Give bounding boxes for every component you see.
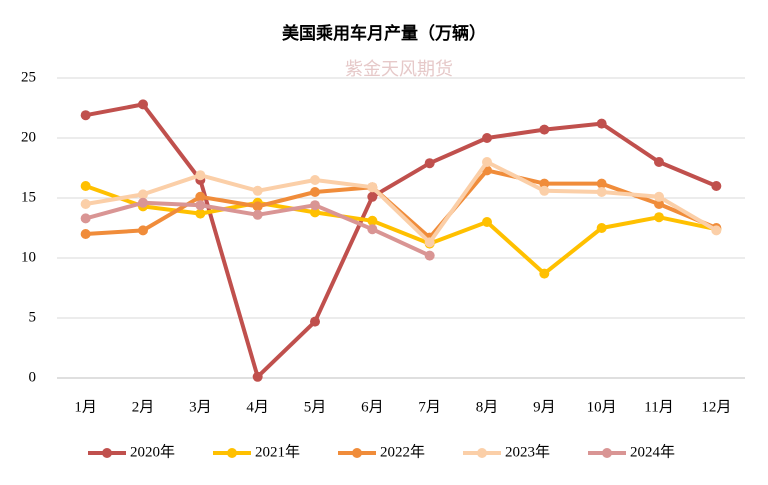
data-point (654, 191, 664, 202)
series-line (84, 184, 717, 276)
x-tick-label: 1月 (74, 399, 97, 415)
legend-marker (477, 448, 487, 458)
data-point (138, 189, 148, 200)
data-point (596, 118, 607, 129)
data-point (80, 181, 91, 191)
data-point (195, 208, 206, 219)
x-tick-label: 10月 (587, 399, 617, 415)
legend-label: 2021年 (255, 443, 300, 460)
y-tick-label: 25 (21, 69, 36, 85)
data-point (195, 200, 206, 211)
data-point (252, 209, 263, 220)
data-point (138, 197, 148, 208)
data-point (654, 157, 664, 167)
data-point (310, 200, 320, 211)
x-tick-label: 6月 (361, 399, 384, 415)
legend-label: 2022年 (380, 443, 425, 460)
x-tick-label: 12月 (701, 399, 731, 415)
data-point (252, 371, 263, 382)
x-tick-label: 3月 (189, 399, 212, 415)
x-tick-label: 7月 (418, 399, 441, 415)
data-point (80, 213, 91, 224)
data-point (195, 191, 206, 202)
data-point (80, 229, 91, 239)
legend-marker (352, 448, 362, 458)
data-point (367, 182, 378, 193)
series-line (85, 160, 718, 245)
data-point (367, 215, 378, 226)
x-tick-label: 5月 (304, 399, 327, 415)
data-point (310, 207, 320, 218)
legend-label: 2024年 (630, 443, 675, 460)
y-tick-label: 15 (21, 189, 36, 205)
data-point (482, 217, 492, 227)
data-point (539, 185, 550, 196)
data-point (252, 185, 263, 196)
data-point (367, 191, 378, 202)
data-point (310, 175, 320, 185)
data-point (482, 157, 492, 167)
legend-label: 2023年 (505, 443, 550, 460)
data-point (138, 225, 148, 236)
legend-marker (602, 448, 612, 458)
legend-marker (227, 448, 237, 458)
data-point (539, 268, 550, 279)
x-tick-label: 9月 (533, 399, 556, 415)
data-point (80, 199, 91, 209)
data-point (482, 133, 492, 143)
data-point (310, 187, 320, 197)
data-point (596, 223, 607, 233)
data-point (654, 212, 664, 223)
data-point (654, 199, 664, 209)
legend-marker (102, 448, 112, 458)
data-point (195, 170, 206, 181)
y-tick-label: 5 (29, 309, 37, 325)
series-line (85, 102, 718, 379)
data-point (310, 316, 320, 327)
legend-label: 2020年 (130, 443, 175, 460)
y-tick-label: 10 (21, 249, 36, 265)
x-tick-label: 2月 (132, 399, 155, 415)
x-tick-label: 11月 (644, 399, 673, 415)
data-point (596, 178, 607, 189)
data-point (252, 201, 263, 212)
data-point (539, 124, 550, 135)
watermark: 紫金天风期货 (345, 59, 453, 80)
data-point (424, 158, 435, 169)
data-point (367, 224, 378, 235)
data-point (596, 187, 607, 197)
data-point (711, 181, 722, 191)
data-point (424, 250, 435, 261)
data-point (138, 99, 148, 110)
y-tick-label: 0 (29, 369, 37, 385)
data-point (711, 225, 722, 236)
x-tick-label: 4月 (246, 399, 269, 415)
x-tick-label: 8月 (476, 399, 499, 415)
data-point (539, 178, 550, 189)
data-point (80, 110, 91, 121)
y-tick-label: 20 (21, 129, 36, 145)
data-point (424, 237, 435, 248)
chart-title: 美国乘用车月产量（万辆） (282, 23, 486, 43)
